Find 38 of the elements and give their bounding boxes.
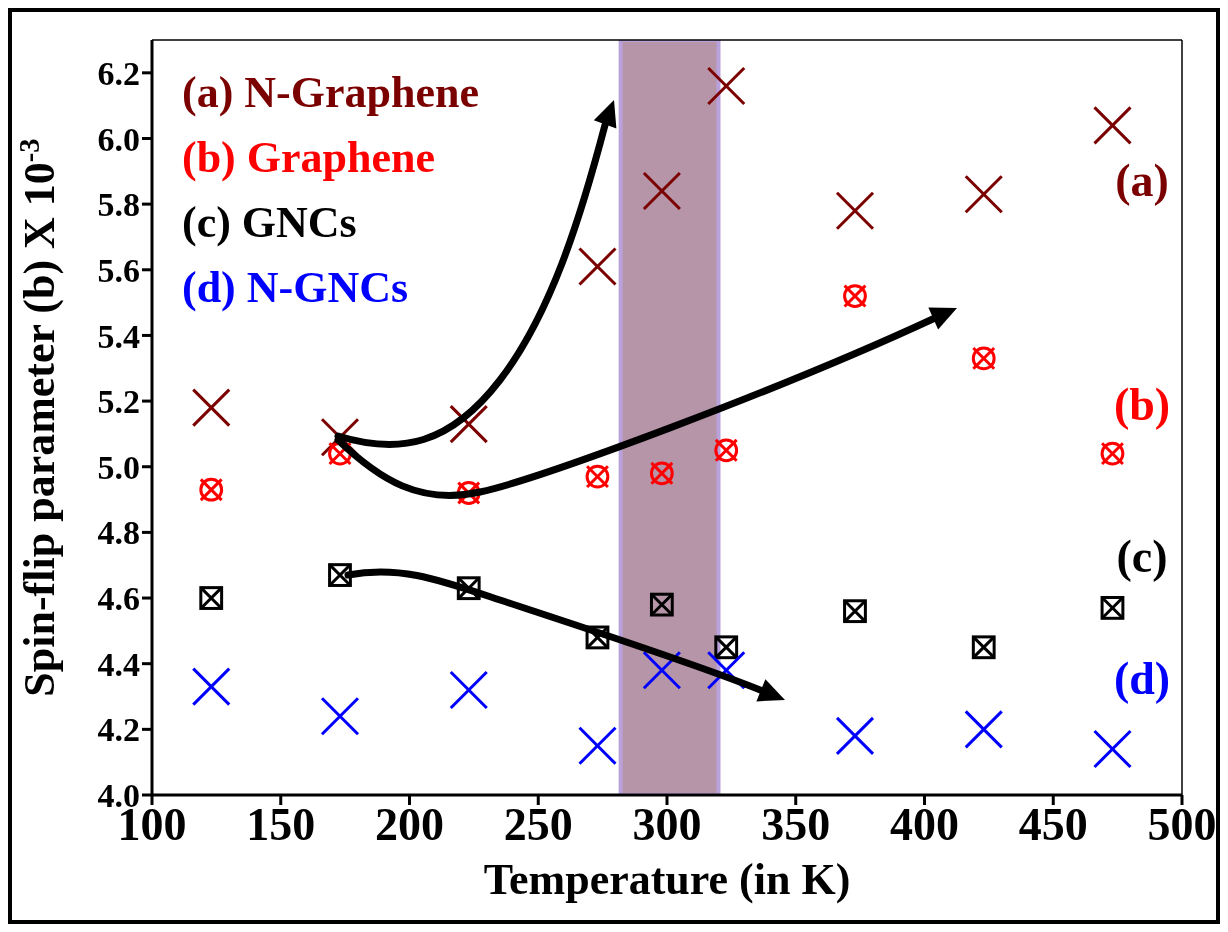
x-tick-label: 150 — [246, 798, 316, 850]
y-tick-label: 5.4 — [97, 317, 140, 355]
annotation: (c) — [1116, 530, 1168, 582]
annotation: (d) — [1113, 652, 1171, 704]
point — [649, 592, 674, 617]
point — [714, 438, 739, 463]
y-tick-label: 5.8 — [97, 186, 140, 224]
y-tick-label: 5.0 — [97, 448, 140, 486]
text: (c) GNCs — [182, 197, 358, 249]
point — [714, 635, 739, 660]
point — [971, 635, 996, 660]
text: (b) Graphene — [182, 132, 436, 184]
y-tick-label: 4.4 — [97, 645, 140, 683]
x-tick-label: 450 — [1018, 798, 1088, 850]
y-tick-label: 5.6 — [97, 251, 140, 289]
text: (d) N-GNCs — [182, 262, 410, 314]
x-axis-title: Temperature (in K) — [483, 855, 851, 904]
y-tick-label: 4.2 — [97, 711, 140, 749]
x-tick-label: 350 — [761, 798, 831, 850]
point — [649, 461, 674, 486]
x-tick-label: 500 — [1147, 798, 1217, 850]
point — [456, 576, 481, 601]
y-tick-label: 4.8 — [97, 514, 140, 552]
text: (a) N-Graphene — [182, 67, 479, 119]
point — [843, 284, 867, 308]
point — [971, 346, 996, 371]
annotation: (a) — [1115, 154, 1169, 206]
point — [843, 599, 867, 624]
x-tick-label: 200 — [375, 798, 444, 850]
y-tick-label: 5.2 — [97, 383, 140, 421]
annotation: (b) — [1113, 378, 1171, 430]
point — [585, 464, 610, 489]
x-tick-label: 300 — [632, 798, 702, 850]
x-tick-label: 400 — [890, 798, 959, 850]
x-tick-label: 250 — [503, 798, 573, 850]
y-tick-label: 4.6 — [97, 580, 140, 618]
y-tick-label: 6.0 — [97, 120, 140, 158]
y-tick-label: 6.2 — [97, 54, 140, 92]
